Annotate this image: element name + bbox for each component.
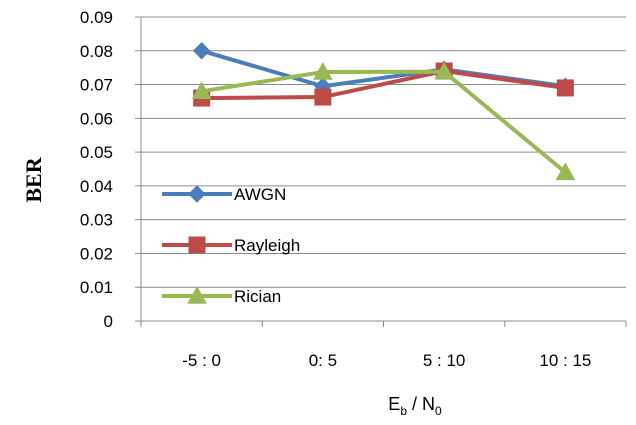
gridlines: [141, 16, 626, 288]
data-point-rician: [191, 81, 212, 100]
legend-label: Rician: [234, 287, 281, 306]
x-axis-label: Eb / N0: [388, 394, 442, 418]
x-tick-label: 5 : 10: [423, 351, 466, 370]
x-tick-label: 10 : 15: [539, 351, 591, 370]
y-tick-label: 0.09: [80, 8, 113, 27]
y-tick-label: 0.01: [80, 278, 113, 297]
data-point-rayleigh: [314, 88, 332, 106]
y-tick-label: 0.06: [80, 109, 113, 128]
data-point-awgn: [192, 42, 211, 60]
legend-item-rician: Rician: [162, 285, 281, 306]
y-tick-labels: 0 0.01 0.02 0.03 0.04 0.05 0.06 0.07 0.08 0.09: [80, 8, 113, 331]
series-rician: [191, 61, 576, 181]
x-tick-label: 0: 5: [309, 351, 337, 370]
x-axis-label-main: E: [388, 394, 400, 414]
legend: AWGN Rayleigh Rician: [162, 185, 300, 306]
x-tick-label: -5 : 0: [182, 351, 221, 370]
series-line-rayleigh: [201, 69, 566, 101]
x-axis-label-sub-b: b: [400, 404, 407, 418]
data-point-rician: [434, 61, 454, 80]
legend-marker: [187, 285, 207, 304]
y-tick-label: 0.08: [80, 42, 113, 61]
x-axis-label-sep: / N: [407, 394, 435, 414]
y-axis-label: BER: [21, 156, 46, 202]
x-tick-labels: -5 : 0 0: 5 5 : 10 10 : 15: [182, 351, 591, 370]
data-point-rayleigh: [556, 79, 574, 97]
legend-marker: [188, 185, 206, 203]
series-line-rician: [201, 69, 567, 174]
legend-label: Rayleigh: [234, 236, 300, 255]
legend-item-rayleigh: Rayleigh: [162, 236, 300, 255]
data-point-rician: [555, 162, 576, 181]
y-tick-label: 0.03: [80, 211, 113, 230]
legend-item-awgn: AWGN: [162, 185, 286, 204]
series-lines: [191, 42, 576, 181]
y-tick-label: 0: [104, 312, 113, 331]
legend-marker: [188, 236, 206, 254]
data-point-rician: [313, 62, 333, 80]
legend-label: AWGN: [234, 185, 286, 204]
x-axis-label-sub-0: 0: [435, 404, 442, 418]
axes: [135, 16, 627, 327]
y-tick-label: 0.02: [80, 244, 113, 263]
y-tick-label: 0.04: [80, 177, 113, 196]
y-tick-label: 0.05: [80, 143, 113, 162]
y-tick-label: 0.07: [80, 76, 113, 95]
